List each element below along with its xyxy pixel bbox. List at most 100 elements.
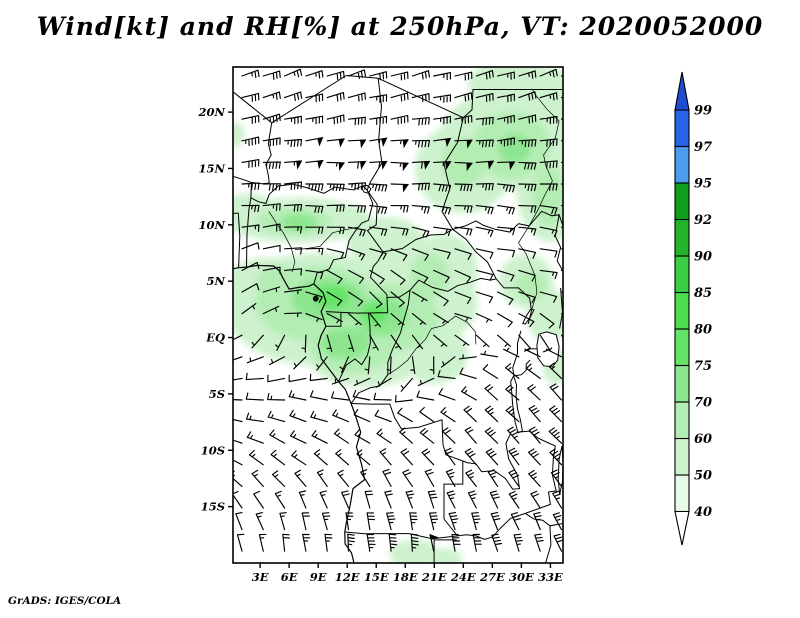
wind-barb [282,533,291,552]
country-border [452,228,533,325]
wind-barb [262,70,281,80]
wind-barb [376,428,392,444]
wind-barb [326,291,343,306]
y-axis-label: 5S [209,387,225,401]
wind-barb [241,182,260,191]
wind-barb [288,374,307,383]
wind-barb [339,356,350,373]
wind-barb [347,269,365,284]
wind-barb [549,448,563,466]
colorbar-segment [674,145,690,184]
colorbar-over-arrow [674,71,690,111]
wind-barb [518,226,537,236]
wind-barb [497,71,515,80]
wind-barb [347,313,362,326]
wind-barb [331,377,350,385]
wind-barb [433,248,451,260]
colorbar-label: 80 [694,323,712,338]
wind-barb [373,392,392,401]
wind-barb [442,427,456,444]
wind-barb [463,405,477,423]
wind-barb [305,313,323,322]
wind-barb [475,139,494,148]
colorbar-segment [674,291,690,330]
wind-barb [233,459,243,466]
wind-barb [311,430,328,444]
wind-barb [394,395,413,403]
wind-barb [475,269,494,281]
wind-barb [253,490,264,509]
country-border [268,183,368,195]
wind-barb [251,469,264,487]
map-frame [232,66,564,564]
wind-barb [472,533,482,552]
colorbar-label: 90 [694,250,712,265]
wind-barb [347,139,367,149]
wind-barb [236,533,245,552]
wind-barb [284,289,303,295]
wind-barb [284,181,303,191]
wind-barb [360,469,371,487]
wind-barb [241,159,260,169]
wind-barb [518,205,537,213]
wind-barb [560,161,563,163]
grads-attribution: GrADS: IGES/COLA [8,595,122,607]
wind-barb [475,93,494,103]
wind-barb [284,312,303,318]
country-border [514,359,531,377]
wind-barb [454,161,473,172]
wind-barb [284,91,303,102]
colorbar-segment [674,182,690,221]
wind-barb [451,533,461,552]
wind-barb [275,334,286,351]
wind-barb [550,469,563,487]
wind-barb [539,115,558,125]
wind-barb [489,490,500,509]
country-border [237,212,241,268]
wind-barb [528,405,541,423]
wind-barb [356,449,371,466]
wind-barb [421,448,435,466]
wind-barb [390,183,409,193]
wind-barb [241,204,260,213]
wind-barb [411,139,430,148]
wind-barb [390,226,409,236]
wind-barb [433,183,452,193]
colorbar-segment [674,328,690,367]
wind-barb [379,448,392,466]
wind-barb [454,291,472,305]
wind-barb [475,313,493,323]
wind-barb [284,115,302,125]
country-border [250,182,270,204]
wind-barb [284,138,303,148]
wind-barb [369,313,382,328]
wind-barb [454,92,473,102]
lake-outline [510,374,523,434]
wind-barb [411,291,428,303]
wind-barb [345,512,354,531]
wind-barb [305,93,324,103]
wind-barb [326,114,345,125]
wind-barb [374,409,392,423]
y-axis-label: 20N [197,105,225,119]
colorbar-label: 97 [694,140,712,155]
country-border [350,290,411,404]
wind-barb [528,448,541,466]
wind-barb [505,363,520,379]
wind-barb [316,356,328,371]
wind-barb [251,334,264,349]
wind-barb [369,248,387,260]
wind-barb [235,512,243,531]
wind-barb [475,291,494,304]
wind-barb [333,428,350,444]
y-axis-label: EQ [205,331,225,345]
wind-barb [445,469,456,487]
wind-barb [262,266,281,275]
wind-barb [245,412,264,423]
wind-barb [390,334,402,350]
wind-barb [539,160,558,169]
wind-barb [305,115,324,125]
wind-barb [305,205,324,214]
wind-barb [497,269,515,282]
wind-barb [369,115,388,125]
